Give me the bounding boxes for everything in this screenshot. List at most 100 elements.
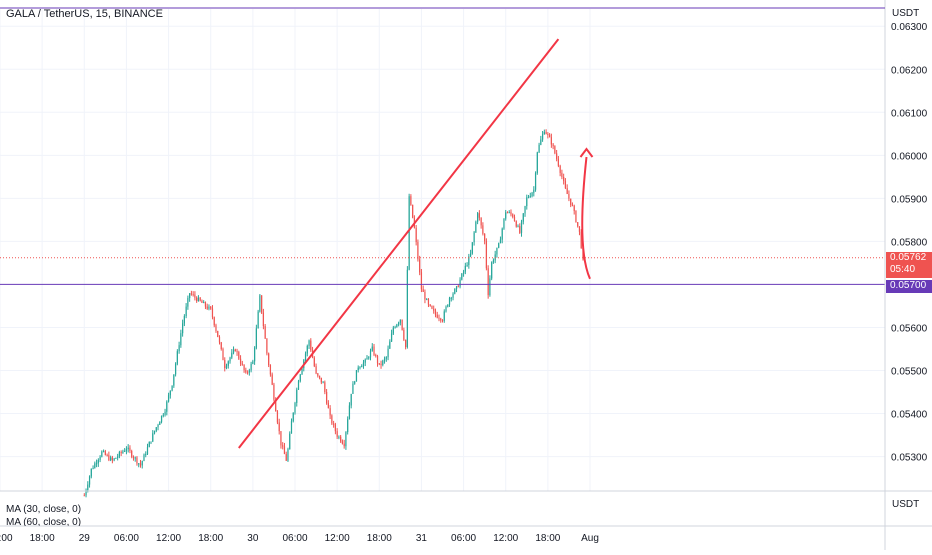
candle-body (559, 165, 561, 173)
candle-body (399, 319, 401, 323)
candle-body (113, 458, 115, 461)
candle-body (563, 176, 565, 182)
candle-body (296, 389, 298, 403)
candle-body (236, 351, 238, 353)
candle-body (331, 415, 333, 424)
candle-body (533, 189, 535, 193)
candle-body (492, 260, 495, 263)
candle-body (245, 370, 247, 373)
candle-body (97, 459, 99, 464)
candle-body (469, 253, 472, 257)
candle-body (420, 272, 423, 290)
candle-body (218, 336, 221, 343)
drawings[interactable] (0, 38, 885, 449)
candle-body (190, 293, 193, 295)
candle-body (543, 131, 545, 135)
candle-body (132, 456, 135, 459)
candle-body (526, 197, 528, 207)
level-price-value: 0.05700 (890, 280, 927, 291)
candle-body (375, 354, 377, 357)
candle-body (427, 299, 430, 305)
candle-body (145, 454, 147, 456)
candle-body (464, 265, 466, 272)
candle-body (327, 403, 329, 409)
candle-body (570, 198, 572, 205)
indicator-ma-60[interactable]: MA (60, close, 0) (6, 517, 82, 526)
candle-body (94, 463, 96, 468)
time-tick-label: Aug (581, 533, 599, 544)
candle-body (390, 333, 393, 342)
candle-body (124, 450, 126, 452)
time-tick-label: 18:00 (535, 533, 560, 544)
bar-countdown: 05:40 (890, 264, 916, 275)
symbol-title[interactable]: GALA / TetherUS, 15, BINANCE (6, 8, 163, 20)
candle-body (282, 445, 284, 447)
candle-body (571, 204, 574, 206)
candle-body (429, 304, 431, 306)
candle-body (371, 346, 373, 351)
candle-body (359, 367, 361, 369)
candle-body (380, 363, 382, 366)
time-tick-label: 06:00 (282, 533, 307, 544)
candle-body (419, 259, 421, 273)
candle-body (505, 212, 507, 219)
candle-body (273, 384, 275, 400)
candle-body (441, 320, 444, 322)
candle-body (362, 362, 365, 367)
candle-body (436, 314, 438, 318)
candle-body (355, 370, 358, 382)
candle-body (373, 346, 375, 355)
candle-body (180, 333, 182, 346)
candle-body (552, 144, 554, 147)
candle-body (484, 233, 486, 242)
candle-body (394, 327, 396, 329)
time-tick-label: 06:00 (451, 533, 476, 544)
candle-body (541, 134, 544, 140)
candle-body (90, 468, 92, 477)
candle-body (368, 357, 370, 359)
candle-body (308, 340, 310, 346)
candle-body (213, 317, 215, 326)
candle-body (527, 196, 530, 198)
candle-body (575, 211, 577, 223)
candle-body (187, 298, 189, 307)
candle-body (445, 306, 447, 312)
candle-body (403, 329, 405, 340)
price-tick-label: 0.05900 (891, 194, 928, 205)
candle-body (101, 451, 103, 457)
candle-body (448, 297, 451, 305)
candle-body (385, 357, 387, 359)
candle-body (405, 339, 407, 348)
candle-body (477, 213, 479, 222)
candle-body (118, 452, 121, 457)
candle-body (297, 381, 300, 390)
candle-body (164, 411, 166, 415)
indicator-ma-30[interactable]: MA (30, close, 0) (6, 504, 82, 515)
candle-body (431, 305, 433, 309)
time-tick-label: 18:00 (367, 533, 392, 544)
candle-body (343, 443, 345, 447)
time-tick-label: 18:00 (30, 533, 55, 544)
candle-body (499, 239, 502, 244)
candle-body (160, 415, 163, 422)
candle-body (167, 395, 170, 402)
price-tick-label: 0.06100 (891, 108, 928, 119)
candle-body (178, 345, 180, 352)
candle-body (92, 467, 94, 469)
candle-body (257, 311, 259, 329)
candle-body (452, 293, 454, 298)
candle-body (336, 431, 338, 437)
candle-body (424, 291, 426, 300)
candle-body (406, 269, 408, 348)
candle-body (287, 449, 289, 461)
candle-body (534, 172, 537, 190)
candle-body (313, 357, 315, 367)
candle-body (412, 204, 414, 218)
candle-body (364, 359, 366, 363)
price-tick-label: 0.05500 (891, 367, 928, 378)
candle-body (573, 205, 575, 212)
candle-body (320, 377, 322, 383)
candle-body (426, 299, 428, 301)
